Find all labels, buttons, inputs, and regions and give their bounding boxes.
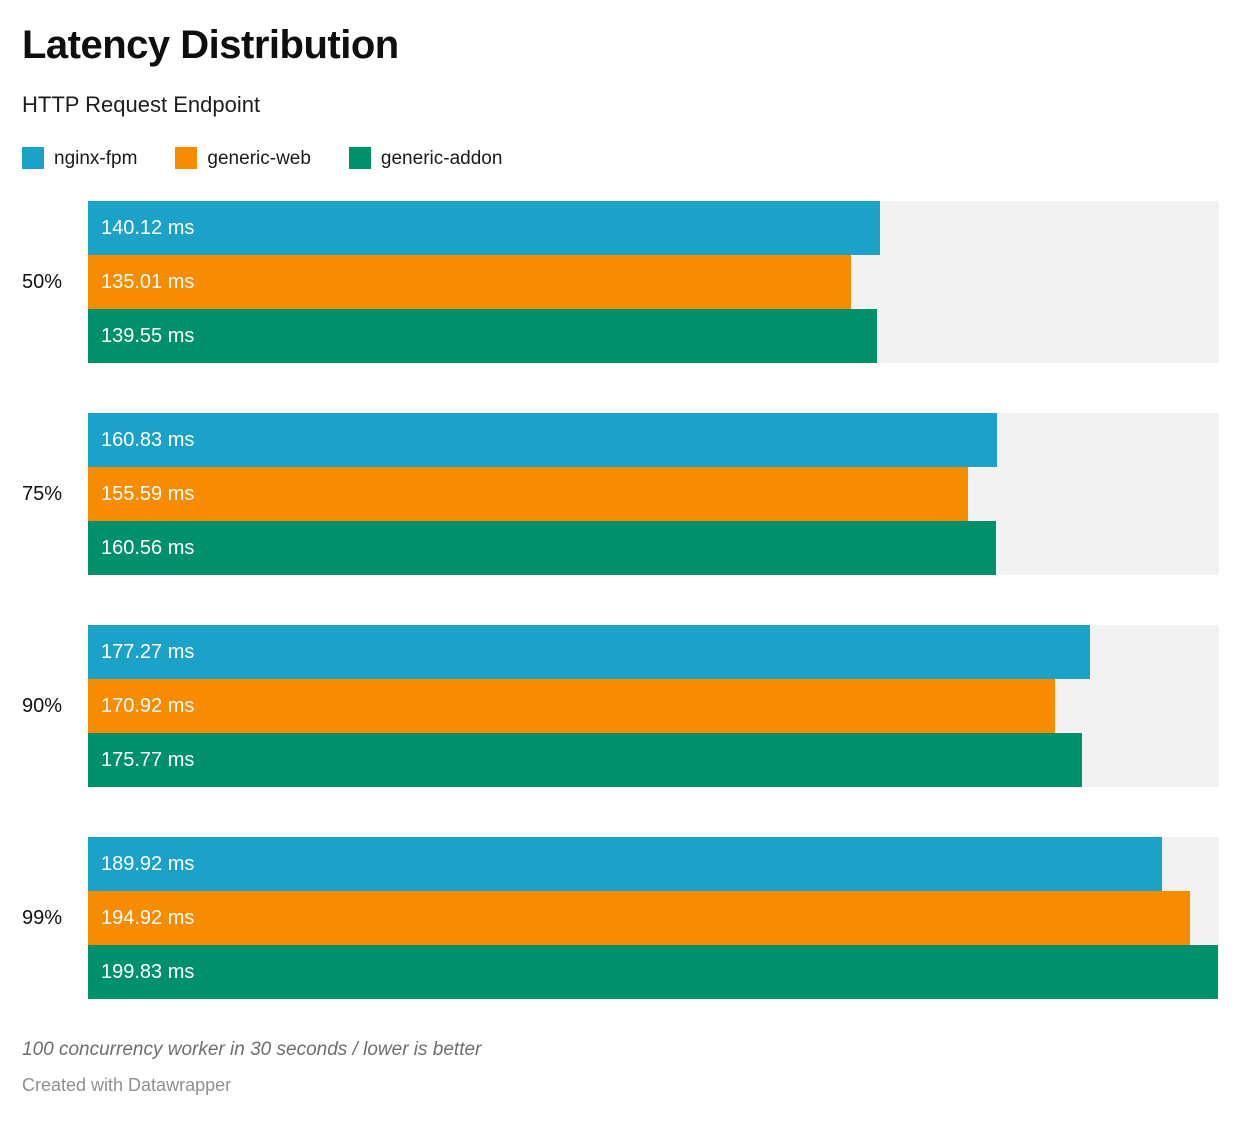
bar-generic-addon: 199.83 ms (88, 945, 1219, 1000)
bar-group-75%: 75% 160.83 ms 155.59 ms 160.56 ms (22, 413, 1219, 576)
bar-value-label: 140.12 ms (101, 216, 195, 239)
bar-value-label: 177.27 ms (101, 640, 195, 663)
bar-generic-addon: 175.77 ms (88, 733, 1082, 788)
swatch-orange-icon (175, 147, 198, 170)
legend-item-generic-addon: generic-addon (348, 147, 503, 170)
bar-generic-web: 135.01 ms (88, 255, 852, 310)
bar-generic-web: 194.92 ms (88, 891, 1191, 946)
bar-track: 140.12 ms 135.01 ms 139.55 ms (88, 201, 1219, 364)
datawrapper-attribution[interactable]: Created with Datawrapper (22, 1074, 232, 1095)
footer-note: 100 concurrency worker in 30 seconds / l… (22, 1039, 482, 1061)
bar-track: 189.92 ms 194.92 ms 199.83 ms (88, 837, 1219, 1000)
bar-value-label: 139.55 ms (101, 324, 195, 347)
legend-label: generic-addon (380, 147, 503, 169)
category-label: 99% (22, 906, 63, 929)
swatch-blue-icon (22, 147, 44, 170)
footer: 100 concurrency worker in 30 seconds / l… (22, 1039, 1219, 1096)
bar-track: 177.27 ms 170.92 ms 175.77 ms (88, 625, 1219, 788)
chart-subtitle: HTTP Request Endpoint (22, 92, 261, 117)
bar-value-label: 155.59 ms (101, 482, 195, 505)
bar-generic-web: 155.59 ms (88, 467, 968, 522)
legend: nginx-fpm generic-web generic-addon (22, 147, 1219, 170)
legend-label: nginx-fpm (54, 147, 138, 169)
bar-generic-addon: 160.56 ms (88, 521, 996, 576)
category-label: 90% (22, 694, 63, 717)
chart-title: Latency Distribution (22, 23, 399, 67)
legend-item-nginx-fpm: nginx-fpm (22, 147, 138, 170)
bar-value-label: 135.01 ms (101, 270, 195, 293)
bar-chart: 50% 140.12 ms 135.01 ms 139.55 ms 75% 160.83 … (22, 201, 1219, 1000)
bar-nginx-fpm: 140.12 ms (88, 201, 881, 256)
bar-value-label: 175.77 ms (101, 748, 195, 771)
bar-group-50%: 50% 140.12 ms 135.01 ms 139.55 ms (22, 201, 1219, 364)
bar-group-99%: 99% 189.92 ms 194.92 ms 199.83 ms (22, 837, 1219, 1000)
bar-value-label: 160.83 ms (101, 428, 195, 451)
category-label: 75% (22, 482, 63, 505)
legend-label: generic-web (207, 147, 311, 169)
bar-value-label: 199.83 ms (101, 960, 195, 983)
legend-item-generic-web: generic-web (175, 147, 311, 170)
bar-value-label: 189.92 ms (101, 852, 195, 875)
bar-track: 160.83 ms 155.59 ms 160.56 ms (88, 413, 1219, 576)
bar-nginx-fpm: 177.27 ms (88, 625, 1091, 680)
bar-generic-web: 170.92 ms (88, 679, 1055, 734)
bar-nginx-fpm: 189.92 ms (88, 837, 1162, 892)
bar-value-label: 170.92 ms (101, 694, 195, 717)
category-label: 50% (22, 270, 63, 293)
bar-group-90%: 90% 177.27 ms 170.92 ms 175.77 ms (22, 625, 1219, 788)
swatch-green-icon (348, 147, 371, 170)
bar-value-label: 194.92 ms (101, 906, 195, 929)
bar-generic-addon: 139.55 ms (88, 309, 878, 364)
bar-nginx-fpm: 160.83 ms (88, 413, 998, 468)
bar-value-label: 160.56 ms (101, 536, 195, 559)
